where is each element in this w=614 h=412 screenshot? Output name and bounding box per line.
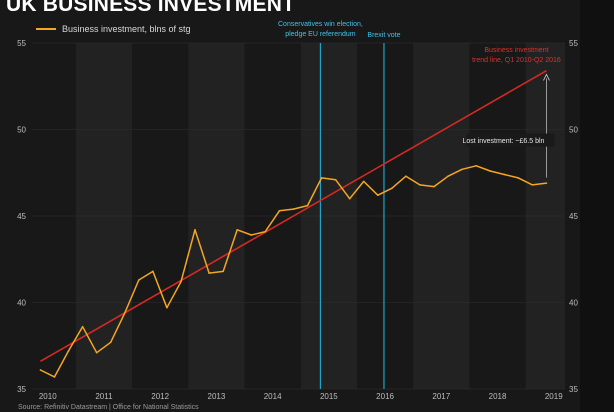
series-point xyxy=(489,170,492,172)
right-margin xyxy=(580,0,614,412)
series-point xyxy=(194,229,196,231)
series-point xyxy=(503,173,506,176)
legend: Business investment, blns of stg xyxy=(36,24,191,34)
series-point xyxy=(138,279,140,281)
series-point xyxy=(531,184,534,186)
x-tick-label: 2018 xyxy=(489,392,507,401)
series-point xyxy=(250,234,253,236)
x-tick-label: 2013 xyxy=(208,392,226,401)
series-point xyxy=(419,184,421,186)
event-label: Conservatives win election, xyxy=(278,21,363,28)
lost-investment-box xyxy=(466,133,555,147)
series-point xyxy=(405,175,407,178)
y-tick-left: 35 xyxy=(17,385,26,394)
series-point xyxy=(39,369,42,371)
x-tick-label: 2014 xyxy=(264,392,282,401)
series-point xyxy=(517,177,520,179)
series-point xyxy=(95,351,98,354)
series-point xyxy=(236,229,239,231)
y-tick-right: 50 xyxy=(569,126,578,135)
y-tick-right: 45 xyxy=(569,212,578,221)
series-point xyxy=(348,197,351,200)
series-point xyxy=(109,341,112,344)
y-tick-right: 55 xyxy=(569,39,578,48)
event-label: pledge EU referendum xyxy=(285,31,356,38)
gap-arrow-head xyxy=(543,73,550,81)
x-tick-label: 2016 xyxy=(376,392,394,401)
y-tick-left: 50 xyxy=(17,126,26,135)
x-tick-label: 2015 xyxy=(320,392,338,401)
series-point xyxy=(433,185,435,188)
legend-label: Business investment, blns of stg xyxy=(62,24,191,34)
series-point xyxy=(391,187,393,190)
series-point xyxy=(475,165,477,167)
series-point xyxy=(278,210,281,212)
series-point xyxy=(320,177,323,179)
series-point xyxy=(152,270,154,273)
x-tick-label: 2012 xyxy=(151,392,169,401)
trend-label: trend line, Q1 2010-Q2 2016 xyxy=(472,57,561,64)
series-point xyxy=(53,376,56,378)
series-point xyxy=(334,178,337,181)
y-tick-left: 40 xyxy=(17,299,26,308)
series-point xyxy=(376,194,379,197)
series-point xyxy=(545,182,548,184)
trend-label: Business investment xyxy=(484,47,548,54)
series-point xyxy=(461,168,463,171)
y-tick-right: 35 xyxy=(569,385,578,394)
series-point xyxy=(208,272,210,274)
series-point xyxy=(123,312,126,314)
series-point xyxy=(447,175,449,178)
legend-swatch xyxy=(36,28,56,30)
x-tick-label: 2011 xyxy=(95,392,113,401)
series-point xyxy=(166,306,168,309)
x-tick-label: 2019 xyxy=(545,392,563,401)
lost-investment-label: Lost investment: ~£6.5 bln xyxy=(463,138,545,145)
series-point xyxy=(292,208,295,210)
y-tick-left: 45 xyxy=(17,212,26,221)
series-point xyxy=(306,204,309,207)
series-point xyxy=(81,325,84,328)
series-point xyxy=(222,270,224,273)
x-tick-label: 2010 xyxy=(39,392,57,401)
y-tick-left: 55 xyxy=(17,39,26,48)
series-point xyxy=(180,280,182,283)
chart-title: UK BUSINESS INVESTMENT xyxy=(6,0,296,16)
event-label: Brexit vote xyxy=(367,32,400,39)
series-point xyxy=(67,350,70,352)
series-point xyxy=(362,180,365,183)
series-point xyxy=(264,230,267,233)
y-tick-right: 40 xyxy=(569,299,578,308)
source-note: Source: Refinitiv Datastream | Office fo… xyxy=(18,404,199,411)
x-tick-label: 2017 xyxy=(432,392,450,401)
